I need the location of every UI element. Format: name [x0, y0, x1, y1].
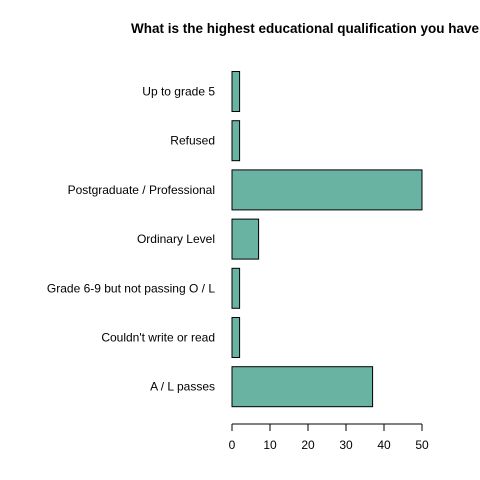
x-tick-label: 40 [377, 438, 391, 452]
bars-group [231, 71, 423, 408]
category-label: A / L passes [150, 380, 215, 394]
category-label: Postgraduate / Professional [68, 183, 215, 197]
bar [231, 218, 260, 260]
chart-title: What is the highest educational qualific… [130, 21, 479, 36]
category-label: Up to grade 5 [142, 85, 215, 99]
category-label: Couldn't write or read [101, 331, 215, 345]
x-tick-label: 50 [415, 438, 429, 452]
category-label: Ordinary Level [137, 232, 215, 246]
x-tick-label: 30 [339, 438, 353, 452]
bar [231, 366, 374, 408]
bar [231, 317, 241, 358]
bar [231, 267, 241, 309]
x-tick-label: 10 [263, 438, 277, 452]
x-tick-label: 0 [229, 438, 236, 452]
bar [231, 120, 241, 162]
bar [231, 71, 241, 112]
category-labels: Up to grade 5 Refused Postgraduate / Profe… [47, 85, 215, 394]
bar [231, 169, 423, 211]
x-tick-label: 20 [301, 438, 315, 452]
category-label: Refused [170, 134, 215, 148]
category-label: Grade 6-9 but not passing O / L [47, 281, 215, 295]
x-axis: 0 10 20 30 40 50 [229, 423, 429, 452]
